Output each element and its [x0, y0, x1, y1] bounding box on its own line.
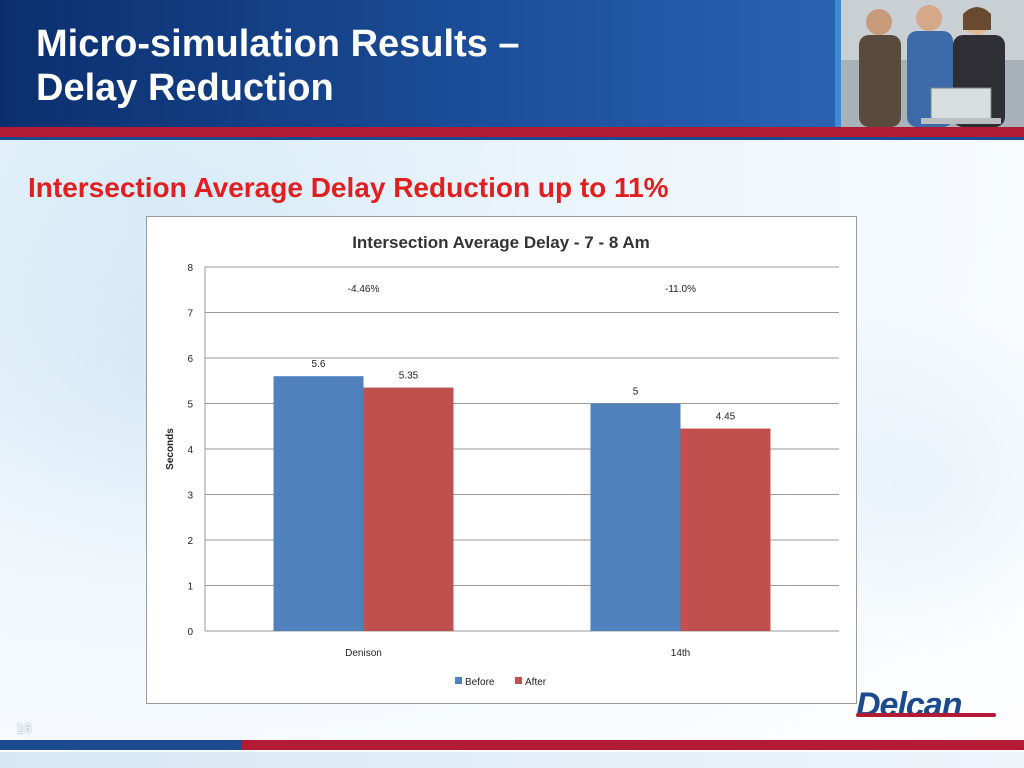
bar-data-label: 5.35: [399, 371, 419, 382]
bar-after-14th: [680, 428, 771, 631]
slide-subtitle: Intersection Average Delay Reduction up …: [28, 172, 669, 203]
x-tick-labels: Denison 14th: [345, 648, 690, 659]
footer-band: [0, 752, 1024, 768]
slide-title-line2: Delay Reduction: [36, 67, 334, 109]
y-tick-label: 8: [187, 263, 193, 274]
delcan-logo: Delcan: [856, 686, 962, 724]
legend-swatch-before: [455, 677, 462, 684]
header-accent-bar: [835, 0, 841, 127]
header-photo: [841, 0, 1024, 127]
people-photo-icon: [841, 0, 1024, 127]
chart-annotations: -4.46% -11.0%: [348, 284, 696, 295]
bar-data-label: 4.45: [716, 412, 736, 423]
x-tick-label: 14th: [671, 648, 690, 659]
chart-container: Intersection Average Delay - 7 - 8 Am Se…: [146, 216, 857, 704]
logo-swoosh: [856, 713, 996, 717]
bar-chart: Intersection Average Delay - 7 - 8 Am Se…: [165, 233, 839, 688]
y-tick-label: 7: [187, 309, 193, 320]
slide-title-line1: Micro-simulation Results –: [36, 23, 520, 65]
x-tick-label: Denison: [345, 648, 382, 659]
bar-data-labels: 5.6 5.35 5 4.45: [312, 359, 736, 422]
y-tick-labels: 0 1 2 3 4 5 6 7 8: [187, 263, 193, 638]
bar-before-denison: [273, 376, 364, 631]
legend-swatch-after: [515, 677, 522, 684]
bar-after-denison: [363, 387, 454, 631]
header-stripe-blue: [0, 137, 1024, 140]
footer-stripe-blue: [0, 740, 242, 750]
chart-legend: Before After: [455, 677, 547, 688]
bar-data-label: 5.6: [312, 359, 326, 370]
y-tick-label: 5: [187, 400, 193, 411]
bars: [273, 376, 771, 631]
y-tick-label: 0: [187, 627, 193, 638]
bar-before-14th: [590, 403, 681, 631]
y-tick-label: 6: [187, 354, 193, 365]
percent-change-annotation: -4.46%: [348, 284, 380, 295]
header-stripe-red: [0, 127, 1024, 137]
slide-title: Micro-simulation Results – Delay Reducti…: [36, 22, 520, 110]
page-number: 16: [16, 720, 32, 736]
footer-stripe-red: [242, 740, 1024, 750]
title-bar: Micro-simulation Results – Delay Reducti…: [0, 0, 838, 127]
chart-title: Intersection Average Delay - 7 - 8 Am: [352, 233, 650, 252]
y-tick-label: 3: [187, 491, 193, 502]
percent-change-annotation: -11.0%: [665, 284, 696, 295]
y-tick-label: 2: [187, 536, 193, 547]
y-tick-label: 4: [187, 445, 193, 456]
legend-label-before: Before: [465, 677, 495, 688]
y-tick-label: 1: [187, 582, 193, 593]
legend-label-after: After: [525, 677, 547, 688]
y-axis-label: Seconds: [165, 428, 176, 470]
bar-data-label: 5: [633, 387, 639, 398]
